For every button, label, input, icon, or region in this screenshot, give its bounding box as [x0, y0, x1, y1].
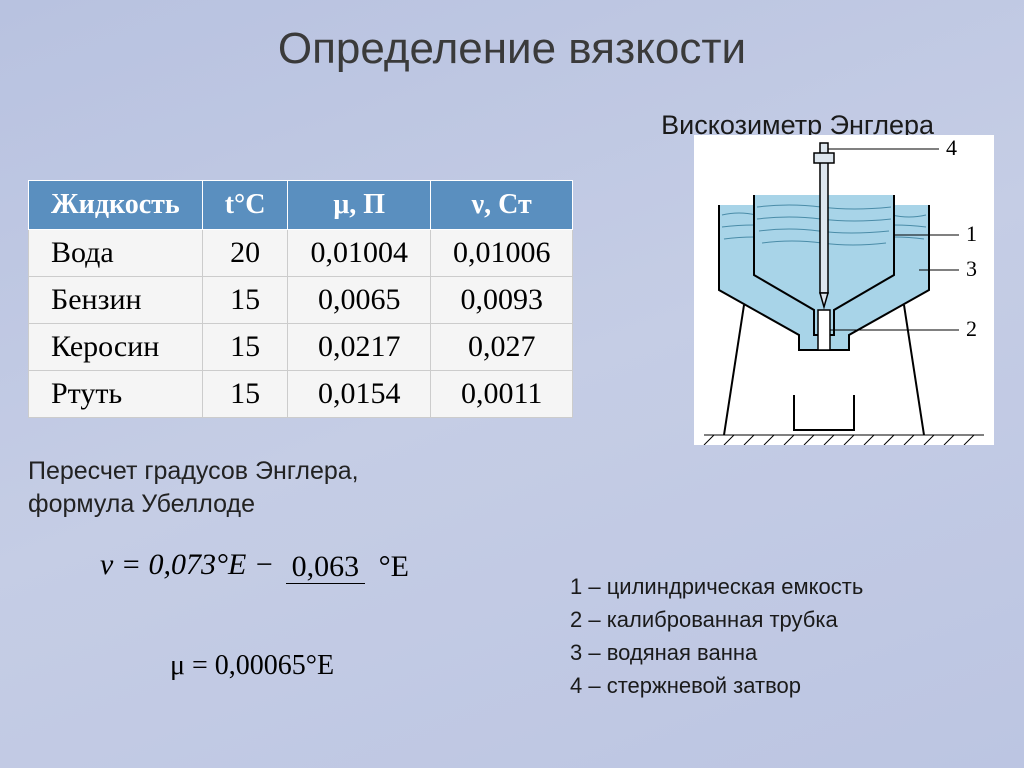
frac-bot: °E: [373, 550, 415, 583]
viscometer-diagram: 4 1 3 2: [694, 135, 994, 445]
cell: 0,0093: [430, 277, 573, 324]
callout-1: 1: [966, 221, 977, 246]
cell: 15: [202, 371, 288, 418]
conv-line2: формула Убеллоде: [28, 490, 255, 518]
callout-4: 4: [946, 135, 957, 160]
cell: 15: [202, 277, 288, 324]
cell: 0,0217: [288, 324, 431, 371]
legend-item: 2 – калиброванная трубка: [570, 603, 863, 636]
col-liquid: Жидкость: [29, 181, 203, 230]
conversion-caption: Пересчет градусов Энглера, формула Убелл…: [28, 455, 359, 520]
formula-mu: μ = 0,00065°E: [170, 650, 334, 682]
conv-line1: Пересчет градусов Энглера,: [28, 457, 359, 485]
cell: 0,01004: [288, 230, 431, 277]
col-nu: ν, Ст: [430, 181, 573, 230]
cell: 0,0065: [288, 277, 431, 324]
cell: 0,0154: [288, 371, 431, 418]
table-row: Вода 20 0,01004 0,01006: [29, 230, 573, 277]
col-mu: μ, П: [288, 181, 431, 230]
formula-nu-fraction: 0,063 °E: [286, 550, 415, 584]
legend-item: 1 – цилиндрическая емкость: [570, 570, 863, 603]
formula-nu: ν = 0,073°E − 0,063 °E: [100, 548, 419, 584]
frac-top: 0,063: [286, 550, 366, 584]
callout-3: 3: [966, 256, 977, 281]
cell: 20: [202, 230, 288, 277]
cell: 0,027: [430, 324, 573, 371]
cell: Ртуть: [29, 371, 203, 418]
cell: Вода: [29, 230, 203, 277]
callout-2: 2: [966, 316, 977, 341]
cell: Керосин: [29, 324, 203, 371]
table-row: Ртуть 15 0,0154 0,0011: [29, 371, 573, 418]
legend-item: 3 – водяная ванна: [570, 636, 863, 669]
legend-item: 4 – стержневой затвор: [570, 669, 863, 702]
table-row: Бензин 15 0,0065 0,0093: [29, 277, 573, 324]
cell: Бензин: [29, 277, 203, 324]
col-temp: t°C: [202, 181, 288, 230]
formula-nu-lhs: ν = 0,073°E −: [100, 548, 274, 581]
cell: 15: [202, 324, 288, 371]
table-header-row: Жидкость t°C μ, П ν, Ст: [29, 181, 573, 230]
viscosity-table: Жидкость t°C μ, П ν, Ст Вода 20 0,01004 …: [28, 180, 573, 418]
cell: 0,0011: [430, 371, 573, 418]
diagram-legend: 1 – цилиндрическая емкость 2 – калиброва…: [570, 570, 863, 702]
cell: 0,01006: [430, 230, 573, 277]
table-row: Керосин 15 0,0217 0,027: [29, 324, 573, 371]
page-title: Определение вязкости: [0, 0, 1024, 74]
